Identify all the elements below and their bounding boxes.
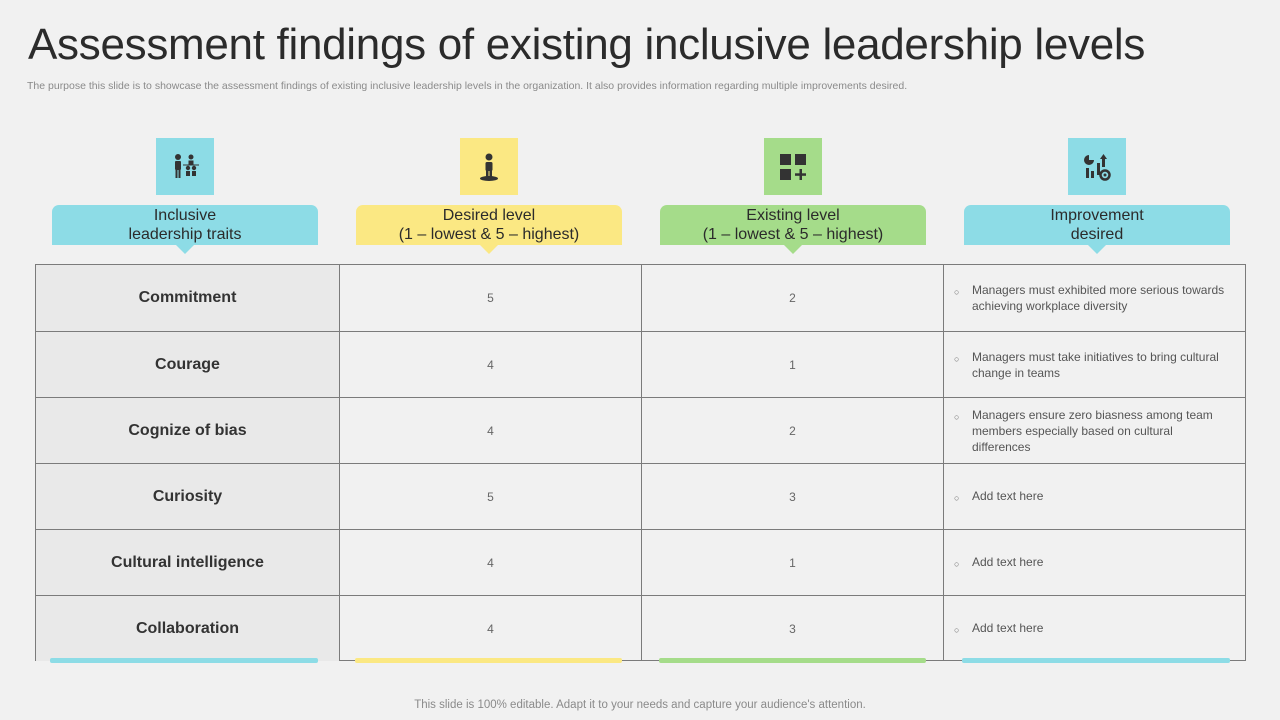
column-underline-blue [962, 658, 1230, 663]
improvement-cell: ○ Managers must exhibited more serious to… [943, 265, 1245, 331]
person-on-platform-icon [460, 138, 518, 195]
page-title: Assessment findings of existing inclusiv… [28, 20, 1146, 69]
people-chart-icon [156, 138, 214, 195]
desired-level-cell: 4 [339, 530, 641, 595]
table-row: Cultural intelligence 4 1 ○ Add text here [36, 529, 1245, 595]
bullet-icon: ○ [954, 353, 960, 364]
existing-level-cell: 1 [641, 332, 943, 397]
column-header-traits: Inclusive leadership traits [52, 205, 318, 254]
existing-level-cell: 2 [641, 265, 943, 331]
bullet-icon: ○ [954, 492, 960, 503]
trait-cell: Cognize of bias [36, 398, 339, 463]
column-underline-green [659, 658, 926, 663]
bullet-icon: ○ [954, 558, 960, 569]
improvement-text: Managers must exhibited more serious tow… [972, 283, 1225, 313]
assessment-table: Commitment 5 2 ○ Managers must exhibited … [35, 264, 1246, 661]
improvement-cell: ○ Add text here [943, 530, 1245, 595]
improvement-text: Add text here [972, 620, 1044, 635]
table-row: Collaboration 4 3 ○ Add text here [36, 595, 1245, 661]
improvement-text: Add text here [972, 554, 1044, 569]
improvement-cell: ○ Managers ensure zero biasness among tea… [943, 398, 1245, 463]
existing-level-cell: 2 [641, 398, 943, 463]
table-row: Cognize of bias 4 2 ○ Managers ensure zer… [36, 397, 1245, 463]
improvement-cell: ○ Managers must take initiatives to bring… [943, 332, 1245, 397]
improvement-cell: ○ Add text here [943, 596, 1245, 661]
desired-level-cell: 4 [339, 596, 641, 661]
trait-cell: Courage [36, 332, 339, 397]
improvement-text: Managers ensure zero biasness among team… [972, 407, 1213, 454]
trait-cell: Cultural intelligence [36, 530, 339, 595]
bullet-icon: ○ [954, 287, 960, 297]
column-header-existing-level: Existing level (1 – lowest & 5 – highest) [660, 205, 926, 254]
table-row: Curiosity 5 3 ○ Add text here [36, 463, 1245, 529]
improvement-text: Managers must take initiatives to bring … [972, 349, 1219, 380]
trait-cell: Commitment [36, 265, 339, 331]
existing-level-cell: 1 [641, 530, 943, 595]
column-underline-blue [50, 658, 318, 663]
bullet-icon: ○ [954, 624, 960, 635]
column-header-improvement: Improvement desired [964, 205, 1230, 254]
table-row: Courage 4 1 ○ Managers must take initiati… [36, 331, 1245, 397]
desired-level-cell: 5 [339, 464, 641, 529]
chart-gear-icon [1068, 138, 1126, 195]
table-row: Commitment 5 2 ○ Managers must exhibited … [36, 265, 1245, 331]
footer-note: This slide is 100% editable. Adapt it to… [414, 699, 866, 711]
trait-cell: Collaboration [36, 596, 339, 661]
improvement-cell: ○ Add text here [943, 464, 1245, 529]
column-header-desired-level: Desired level (1 – lowest & 5 – highest) [356, 205, 622, 254]
page-subtitle: The purpose this slide is to showcase th… [27, 80, 908, 92]
existing-level-cell: 3 [641, 596, 943, 661]
bullet-icon: ○ [954, 411, 960, 422]
desired-level-cell: 4 [339, 398, 641, 463]
grid-plus-icon [764, 138, 822, 195]
column-underline-yellow [355, 658, 622, 663]
desired-level-cell: 4 [339, 332, 641, 397]
desired-level-cell: 5 [339, 265, 641, 331]
improvement-text: Add text here [972, 488, 1044, 503]
existing-level-cell: 3 [641, 464, 943, 529]
trait-cell: Curiosity [36, 464, 339, 529]
